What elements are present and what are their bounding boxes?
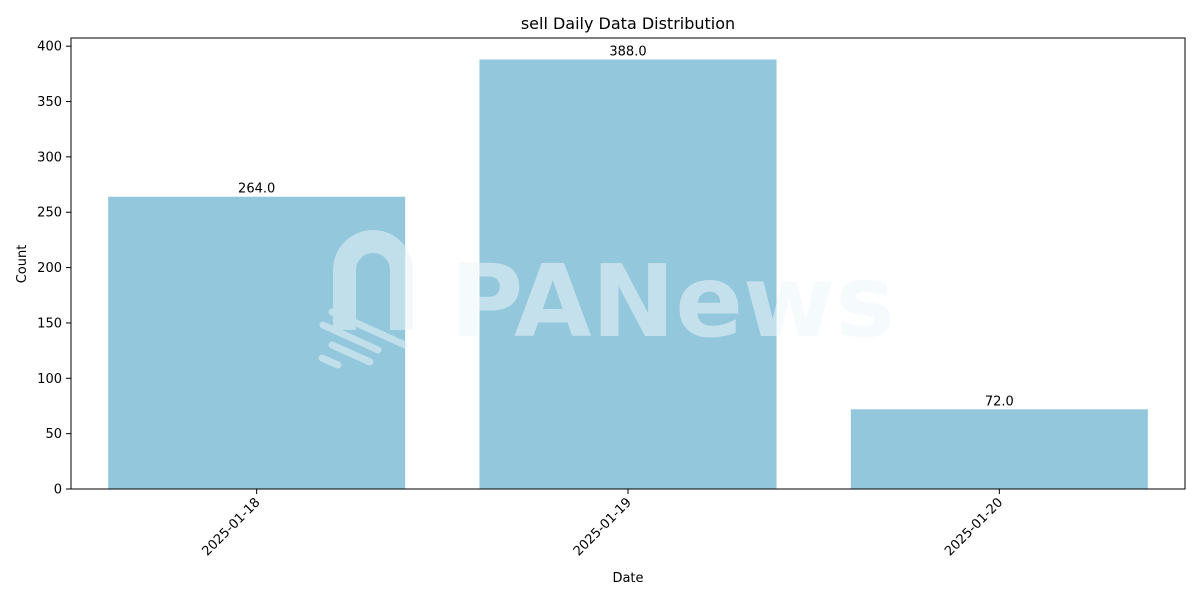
- watermark-logo: PANews: [318, 230, 895, 369]
- x-axis: 2025-01-18 2025-01-19 2025-01-20: [199, 489, 1006, 559]
- watermark-text: PANews: [450, 243, 895, 360]
- y-tick-label: 350: [37, 95, 62, 110]
- y-tick-label: 300: [37, 150, 62, 165]
- bar-2025-01-20: [850, 409, 1148, 489]
- x-axis-label: Date: [612, 571, 643, 586]
- x-tick-label: 2025-01-18: [199, 495, 263, 559]
- bar-2025-01-19: [479, 59, 777, 489]
- plot-frame: [70, 37, 1186, 490]
- chart-title: sell Daily Data Distribution: [521, 14, 735, 33]
- data-label: 72.0: [985, 394, 1014, 409]
- y-tick-label: 100: [37, 372, 62, 387]
- y-axis: 0 50 100 150 200 250 300 350 400: [37, 40, 71, 498]
- data-label: 264.0: [238, 182, 275, 197]
- x-tick-label: 2025-01-20: [942, 495, 1006, 559]
- y-tick-label: 250: [37, 206, 62, 221]
- y-tick-label: 150: [37, 316, 62, 331]
- y-tick-label: 200: [37, 261, 62, 276]
- x-tick-label: 2025-01-19: [571, 495, 635, 559]
- y-tick-label: 0: [54, 483, 62, 498]
- data-labels: 264.0 388.0 72.0: [238, 44, 1014, 409]
- data-label: 388.0: [609, 44, 646, 59]
- y-tick-label: 50: [45, 427, 62, 442]
- y-tick-label: 400: [37, 40, 62, 55]
- y-axis-label: Count: [15, 245, 30, 284]
